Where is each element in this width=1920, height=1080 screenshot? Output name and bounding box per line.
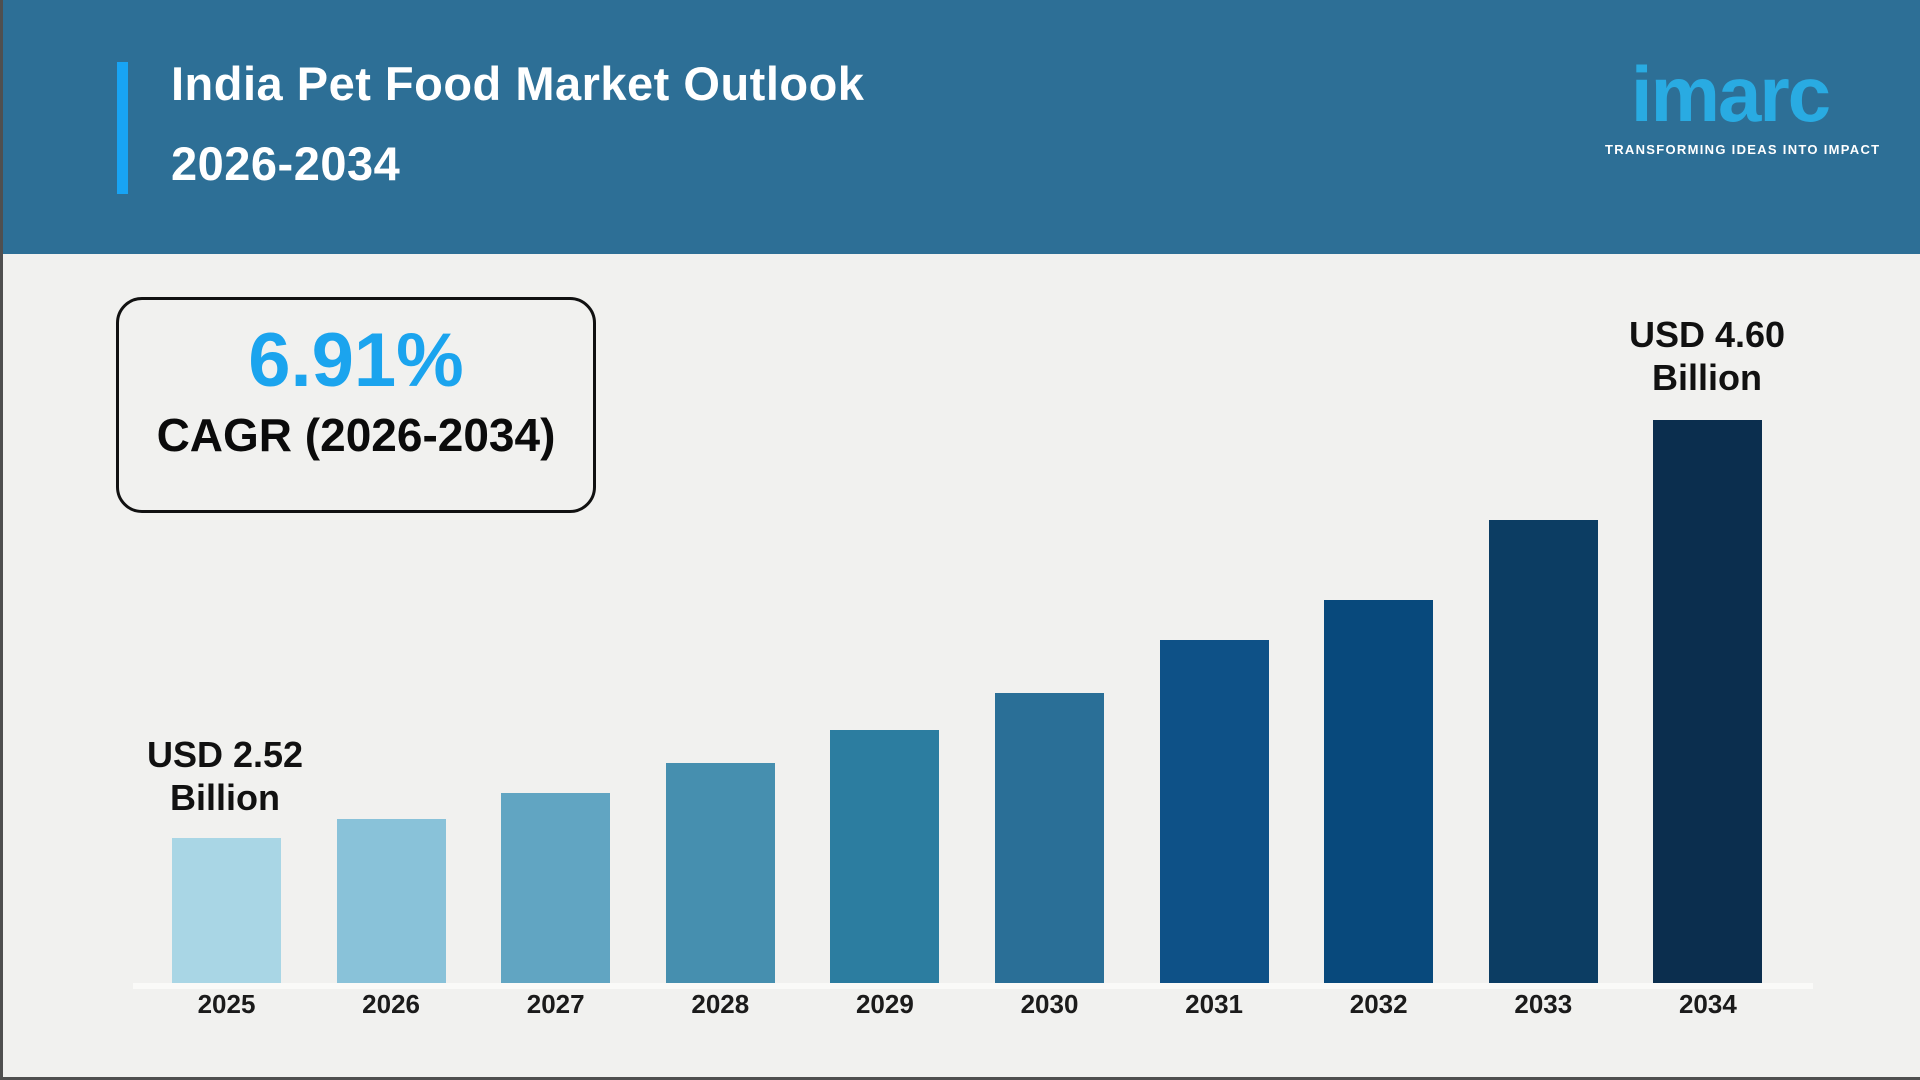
bar-2028 bbox=[665, 763, 775, 983]
cagr-box: 6.91% CAGR (2026-2034) bbox=[116, 297, 596, 513]
bar-2029 bbox=[830, 730, 940, 983]
imarc-logo: imarc TRANSFORMING IDEAS INTO IMPACT bbox=[1605, 48, 1881, 157]
bar-label-2029: 2029 bbox=[855, 989, 914, 1019]
bar-label-2028: 2028 bbox=[691, 989, 750, 1019]
bar-label-2034: 2034 bbox=[1678, 989, 1737, 1019]
bar-label-2033: 2033 bbox=[1514, 989, 1573, 1019]
cagr-value: 6.91% bbox=[248, 318, 464, 403]
page-title-line1: India Pet Food Market Outlook bbox=[171, 57, 865, 110]
page-title: India Pet Food Market Outlook 2026-2034 bbox=[171, 44, 864, 204]
end-value-annotation: USD 4.60 Billion bbox=[1597, 313, 1817, 399]
bar-chart: USD 2.52 Billion USD 4.60 Billion 2025 20… bbox=[3, 0, 1920, 1077]
bar-label-2026: 2026 bbox=[362, 989, 421, 1019]
bar-2032 bbox=[1324, 600, 1434, 983]
end-value-line1: USD 4.60 bbox=[1628, 314, 1786, 355]
bar-label-2032: 2032 bbox=[1349, 989, 1408, 1019]
cagr-label: CAGR (2026-2034) bbox=[156, 409, 556, 461]
bar-2027 bbox=[501, 793, 611, 983]
chart-baseline bbox=[133, 983, 1813, 989]
bar-label-2030: 2030 bbox=[1020, 989, 1079, 1019]
bar-label-2025: 2025 bbox=[197, 989, 256, 1019]
bar-2033 bbox=[1488, 520, 1598, 983]
start-value-line1: USD 2.52 bbox=[146, 734, 304, 775]
bar-2030 bbox=[995, 693, 1104, 983]
bar-2034 bbox=[1653, 420, 1763, 983]
page-title-line2: 2026-2034 bbox=[171, 137, 401, 190]
title-accent-bar bbox=[117, 62, 128, 194]
bar-2031 bbox=[1159, 640, 1269, 983]
start-value-annotation: USD 2.52 Billion bbox=[115, 733, 335, 819]
imarc-logo-wordmark: imarc bbox=[1630, 50, 1831, 138]
bar-2025 bbox=[172, 838, 281, 983]
start-value-line2: Billion bbox=[170, 777, 280, 818]
imarc-logo-tagline: TRANSFORMING IDEAS INTO IMPACT bbox=[1605, 142, 1881, 157]
header-banner: India Pet Food Market Outlook 2026-2034 … bbox=[3, 0, 1920, 254]
bar-2026 bbox=[336, 819, 446, 983]
bar-label-2027: 2027 bbox=[526, 989, 585, 1019]
bar-label-2031: 2031 bbox=[1185, 989, 1244, 1019]
end-value-line2: Billion bbox=[1652, 357, 1762, 398]
